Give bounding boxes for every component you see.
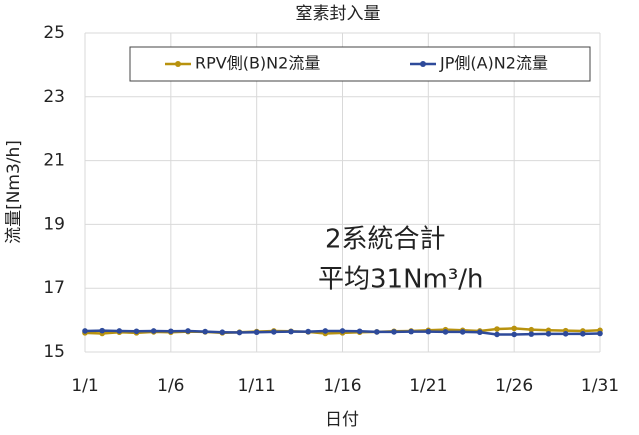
x-tick-label: 1/1 [71, 376, 98, 396]
y-tick-label: 21 [43, 151, 65, 171]
point [408, 328, 414, 335]
point [150, 328, 157, 334]
point [168, 328, 174, 335]
point [322, 328, 329, 334]
point [545, 331, 552, 337]
point [116, 328, 123, 334]
point [374, 329, 380, 335]
y-tick-label: 19 [43, 214, 65, 234]
point [597, 330, 603, 337]
chart-title: 窒素封入量 [296, 4, 381, 24]
x-tick-label: 1/11 [238, 376, 276, 396]
y-axis-label: 流量[Nm3/h] [4, 140, 24, 244]
legend-label: JP側(A)N2流量 [439, 54, 548, 73]
legend-label: RPV側(B)N2流量 [195, 54, 320, 73]
point [442, 329, 449, 335]
y-tick-label: 17 [43, 278, 65, 298]
point [185, 328, 191, 334]
point [288, 328, 294, 335]
point [528, 331, 535, 337]
y-tick-label: 23 [43, 87, 65, 107]
point [391, 329, 397, 335]
point [494, 331, 500, 338]
legend-marker [175, 61, 181, 67]
point [133, 328, 140, 335]
point [511, 325, 517, 332]
point [580, 331, 586, 337]
annotation: 平均31Nm³/h [318, 265, 484, 295]
point [253, 329, 260, 336]
point [511, 331, 517, 338]
point [99, 327, 105, 334]
y-tick-label: 25 [43, 23, 65, 43]
point [494, 326, 500, 332]
x-tick-label: 1/16 [323, 376, 361, 396]
point [356, 328, 363, 335]
point [305, 328, 311, 335]
point [562, 331, 569, 337]
x-tick-label: 1/26 [495, 376, 533, 396]
point [425, 328, 432, 335]
point [236, 329, 243, 336]
legend-box [129, 46, 591, 82]
y-tick-label: 15 [43, 342, 65, 362]
point [477, 329, 483, 336]
point [271, 329, 277, 335]
point [82, 328, 88, 334]
point [339, 328, 346, 334]
annotation: 2系統合計 [325, 225, 446, 255]
legend-marker [420, 61, 426, 67]
point [528, 326, 535, 333]
x-tick-label: 1/21 [409, 376, 447, 396]
point [459, 329, 466, 335]
x-axis-label: 日付 [325, 410, 359, 430]
point [219, 329, 226, 336]
x-tick-label: 1/31 [581, 376, 619, 396]
point [202, 328, 208, 335]
x-tick-label: 1/6 [157, 376, 184, 396]
